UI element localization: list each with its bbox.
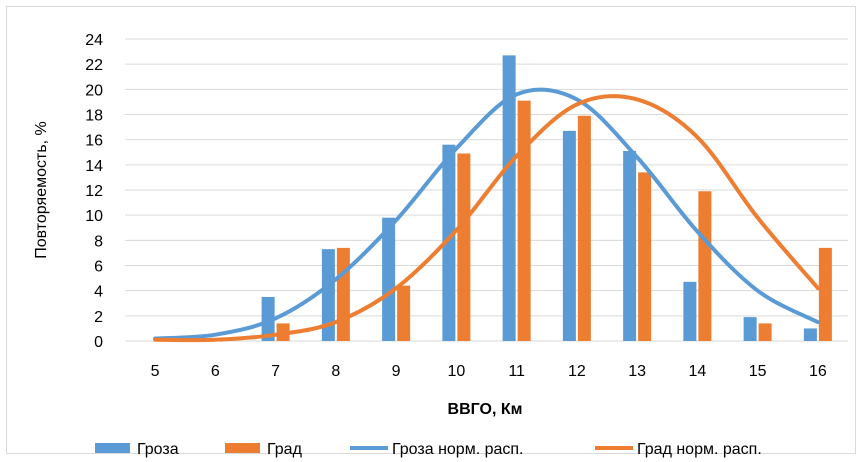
- x-tick-label: 8: [331, 363, 340, 380]
- x-tick-label: 6: [211, 363, 220, 380]
- bar-groza: [562, 130, 576, 341]
- legend-swatch-bar: [225, 443, 260, 453]
- bar-groza: [261, 296, 275, 341]
- y-tick-label: 22: [85, 57, 103, 74]
- legend-label: Гроза: [137, 441, 179, 458]
- x-tick-label: 10: [447, 363, 465, 380]
- x-tick-label: 11: [508, 363, 525, 380]
- bars: [261, 55, 832, 342]
- y-tick-label: 6: [94, 259, 103, 276]
- groza-normal-curve: [153, 87, 820, 341]
- bar-grad: [698, 191, 712, 341]
- x-tick-label: 5: [151, 363, 160, 380]
- grad-normal-curve: [153, 94, 820, 343]
- normal-curves: [153, 87, 820, 343]
- bar-grad: [457, 153, 471, 341]
- bar-grad: [638, 172, 652, 341]
- bar-groza: [502, 55, 516, 341]
- x-axis-title: ВВГО, Км: [448, 401, 523, 418]
- bar-grad: [336, 247, 350, 341]
- x-tick-label: 7: [271, 363, 280, 380]
- legend-label: Град: [267, 441, 303, 458]
- y-tick-label: 8: [94, 233, 103, 250]
- legend-swatch-bar: [95, 443, 130, 453]
- chart-frame: [6, 6, 856, 454]
- y-axis-title: Повторяемость, %: [33, 121, 50, 259]
- bar-grad: [397, 285, 411, 341]
- bar-groza: [442, 144, 456, 341]
- y-tick-label: 2: [94, 309, 103, 326]
- legend-label: Гроза норм. расп.: [392, 441, 524, 458]
- y-tick-label: 24: [85, 32, 103, 49]
- y-tick-label: 14: [85, 158, 103, 175]
- y-tick-label: 10: [85, 208, 103, 225]
- bar-groza: [803, 328, 817, 341]
- x-tick-label: 9: [392, 363, 401, 380]
- x-tick-label: 15: [749, 363, 767, 380]
- y-tick-label: 0: [94, 334, 103, 351]
- y-tick-label: 16: [85, 133, 103, 150]
- bar-groza: [743, 317, 757, 341]
- x-tick-labels: 5 6 7 8 9 10 11 12 13 14 15 16: [151, 363, 827, 380]
- y-tick-label: 20: [85, 82, 103, 99]
- bar-groza: [623, 150, 637, 341]
- x-tick-label: 16: [809, 363, 827, 380]
- x-tick-label: 12: [568, 363, 586, 380]
- legend-label: Град норм. расп.: [637, 441, 762, 458]
- bar-grad: [758, 323, 772, 341]
- bar-grad: [577, 115, 591, 341]
- y-tick-label: 12: [85, 183, 103, 200]
- legend: Гроза Град Гроза норм. расп. Град норм. рас…: [95, 441, 762, 458]
- bar-groza: [321, 249, 335, 341]
- bar-grad: [818, 247, 832, 341]
- bar-grad: [517, 100, 531, 342]
- x-tick-label: 13: [628, 363, 646, 380]
- y-tick-label: 4: [94, 284, 103, 301]
- bar-groza: [683, 281, 697, 341]
- bar-groza: [382, 217, 396, 341]
- x-tick-label: 14: [688, 363, 706, 380]
- y-tick-label: 18: [85, 108, 103, 125]
